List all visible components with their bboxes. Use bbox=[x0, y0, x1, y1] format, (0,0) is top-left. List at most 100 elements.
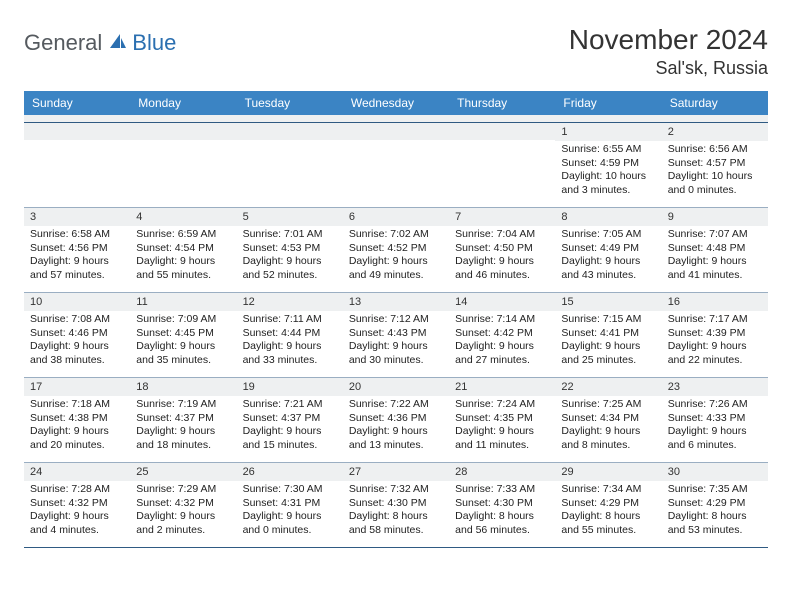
daylight1-text: Daylight: 8 hours bbox=[349, 510, 443, 523]
daylight2-text: and 55 minutes. bbox=[561, 524, 655, 537]
daylight2-text: and 0 minutes. bbox=[243, 524, 337, 537]
day-number: 22 bbox=[561, 381, 573, 393]
sunrise-text: Sunrise: 6:59 AM bbox=[136, 228, 230, 241]
sunset-text: Sunset: 4:53 PM bbox=[243, 242, 337, 255]
day-number: 14 bbox=[455, 296, 467, 308]
day-number-row: 28 bbox=[449, 463, 555, 481]
sunrise-text: Sunrise: 7:30 AM bbox=[243, 483, 337, 496]
day-number: 16 bbox=[668, 296, 680, 308]
sunset-text: Sunset: 4:45 PM bbox=[136, 327, 230, 340]
sunset-text: Sunset: 4:48 PM bbox=[668, 242, 762, 255]
day-cell: 19Sunrise: 7:21 AMSunset: 4:37 PMDayligh… bbox=[237, 378, 343, 462]
daylight2-text: and 3 minutes. bbox=[561, 184, 655, 197]
calendar-page: General Blue November 2024 Sal'sk, Russi… bbox=[0, 0, 792, 548]
sunrise-text: Sunrise: 7:11 AM bbox=[243, 313, 337, 326]
day-of-week-header: SundayMondayTuesdayWednesdayThursdayFrid… bbox=[24, 91, 768, 115]
daylight2-text: and 6 minutes. bbox=[668, 439, 762, 452]
sunset-text: Sunset: 4:33 PM bbox=[668, 412, 762, 425]
daylight2-text: and 46 minutes. bbox=[455, 269, 549, 282]
daylight1-text: Daylight: 9 hours bbox=[349, 340, 443, 353]
weeks-container: 1Sunrise: 6:55 AMSunset: 4:59 PMDaylight… bbox=[24, 123, 768, 548]
day-number: 5 bbox=[243, 211, 249, 223]
daylight2-text: and 15 minutes. bbox=[243, 439, 337, 452]
day-number: 15 bbox=[561, 296, 573, 308]
day-number-row: 30 bbox=[662, 463, 768, 481]
sunset-text: Sunset: 4:30 PM bbox=[349, 497, 443, 510]
day-cell: 18Sunrise: 7:19 AMSunset: 4:37 PMDayligh… bbox=[130, 378, 236, 462]
sunrise-text: Sunrise: 7:32 AM bbox=[349, 483, 443, 496]
day-number-row: 2 bbox=[662, 123, 768, 141]
sunrise-text: Sunrise: 7:35 AM bbox=[668, 483, 762, 496]
sunset-text: Sunset: 4:35 PM bbox=[455, 412, 549, 425]
sunset-text: Sunset: 4:54 PM bbox=[136, 242, 230, 255]
daylight1-text: Daylight: 9 hours bbox=[349, 255, 443, 268]
sunrise-text: Sunrise: 7:29 AM bbox=[136, 483, 230, 496]
daylight1-text: Daylight: 8 hours bbox=[561, 510, 655, 523]
sunrise-text: Sunrise: 7:02 AM bbox=[349, 228, 443, 241]
daylight2-text: and 27 minutes. bbox=[455, 354, 549, 367]
daylight1-text: Daylight: 9 hours bbox=[455, 425, 549, 438]
daylight1-text: Daylight: 9 hours bbox=[243, 510, 337, 523]
daylight1-text: Daylight: 9 hours bbox=[136, 340, 230, 353]
sunrise-text: Sunrise: 7:34 AM bbox=[561, 483, 655, 496]
sunset-text: Sunset: 4:41 PM bbox=[561, 327, 655, 340]
day-cell: 6Sunrise: 7:02 AMSunset: 4:52 PMDaylight… bbox=[343, 208, 449, 292]
daylight1-text: Daylight: 9 hours bbox=[668, 255, 762, 268]
day-cell: 9Sunrise: 7:07 AMSunset: 4:48 PMDaylight… bbox=[662, 208, 768, 292]
day-number: 18 bbox=[136, 381, 148, 393]
daylight2-text: and 41 minutes. bbox=[668, 269, 762, 282]
daylight1-text: Daylight: 9 hours bbox=[136, 255, 230, 268]
day-number-row: 15 bbox=[555, 293, 661, 311]
sunset-text: Sunset: 4:34 PM bbox=[561, 412, 655, 425]
day-number: 6 bbox=[349, 211, 355, 223]
sunrise-text: Sunrise: 7:14 AM bbox=[455, 313, 549, 326]
day-number: 23 bbox=[668, 381, 680, 393]
day-number-row: 13 bbox=[343, 293, 449, 311]
day-number: 17 bbox=[30, 381, 42, 393]
day-number-row bbox=[237, 123, 343, 140]
empty-cell bbox=[24, 123, 130, 207]
day-number-row: 7 bbox=[449, 208, 555, 226]
daylight1-text: Daylight: 9 hours bbox=[30, 340, 124, 353]
dow-sunday: Sunday bbox=[24, 91, 130, 115]
day-number: 29 bbox=[561, 466, 573, 478]
day-number: 11 bbox=[136, 296, 147, 308]
daylight2-text: and 8 minutes. bbox=[561, 439, 655, 452]
daylight2-text: and 35 minutes. bbox=[136, 354, 230, 367]
day-number-row: 22 bbox=[555, 378, 661, 396]
day-number: 19 bbox=[243, 381, 255, 393]
week-row: 3Sunrise: 6:58 AMSunset: 4:56 PMDaylight… bbox=[24, 208, 768, 293]
sunset-text: Sunset: 4:31 PM bbox=[243, 497, 337, 510]
dow-monday: Monday bbox=[130, 91, 236, 115]
daylight2-text: and 49 minutes. bbox=[349, 269, 443, 282]
logo: General Blue bbox=[24, 30, 176, 56]
empty-cell bbox=[449, 123, 555, 207]
sunrise-text: Sunrise: 6:55 AM bbox=[561, 143, 655, 156]
daylight1-text: Daylight: 9 hours bbox=[30, 255, 124, 268]
day-number: 25 bbox=[136, 466, 148, 478]
day-number: 24 bbox=[30, 466, 42, 478]
day-number: 7 bbox=[455, 211, 461, 223]
day-number: 13 bbox=[349, 296, 361, 308]
day-number-row: 20 bbox=[343, 378, 449, 396]
sunrise-text: Sunrise: 7:22 AM bbox=[349, 398, 443, 411]
sunset-text: Sunset: 4:56 PM bbox=[30, 242, 124, 255]
sunrise-text: Sunrise: 7:12 AM bbox=[349, 313, 443, 326]
sunset-text: Sunset: 4:32 PM bbox=[30, 497, 124, 510]
day-number: 9 bbox=[668, 211, 674, 223]
day-cell: 13Sunrise: 7:12 AMSunset: 4:43 PMDayligh… bbox=[343, 293, 449, 377]
dow-wednesday: Wednesday bbox=[343, 91, 449, 115]
day-number-row: 4 bbox=[130, 208, 236, 226]
day-cell: 23Sunrise: 7:26 AMSunset: 4:33 PMDayligh… bbox=[662, 378, 768, 462]
daylight1-text: Daylight: 9 hours bbox=[349, 425, 443, 438]
dow-tuesday: Tuesday bbox=[237, 91, 343, 115]
daylight1-text: Daylight: 9 hours bbox=[455, 255, 549, 268]
logo-sail-icon bbox=[108, 32, 128, 55]
daylight2-text: and 55 minutes. bbox=[136, 269, 230, 282]
daylight2-text: and 18 minutes. bbox=[136, 439, 230, 452]
day-cell: 22Sunrise: 7:25 AMSunset: 4:34 PMDayligh… bbox=[555, 378, 661, 462]
day-number: 30 bbox=[668, 466, 680, 478]
header: General Blue November 2024 Sal'sk, Russi… bbox=[24, 24, 768, 79]
header-spacer bbox=[24, 115, 768, 123]
day-number-row: 10 bbox=[24, 293, 130, 311]
